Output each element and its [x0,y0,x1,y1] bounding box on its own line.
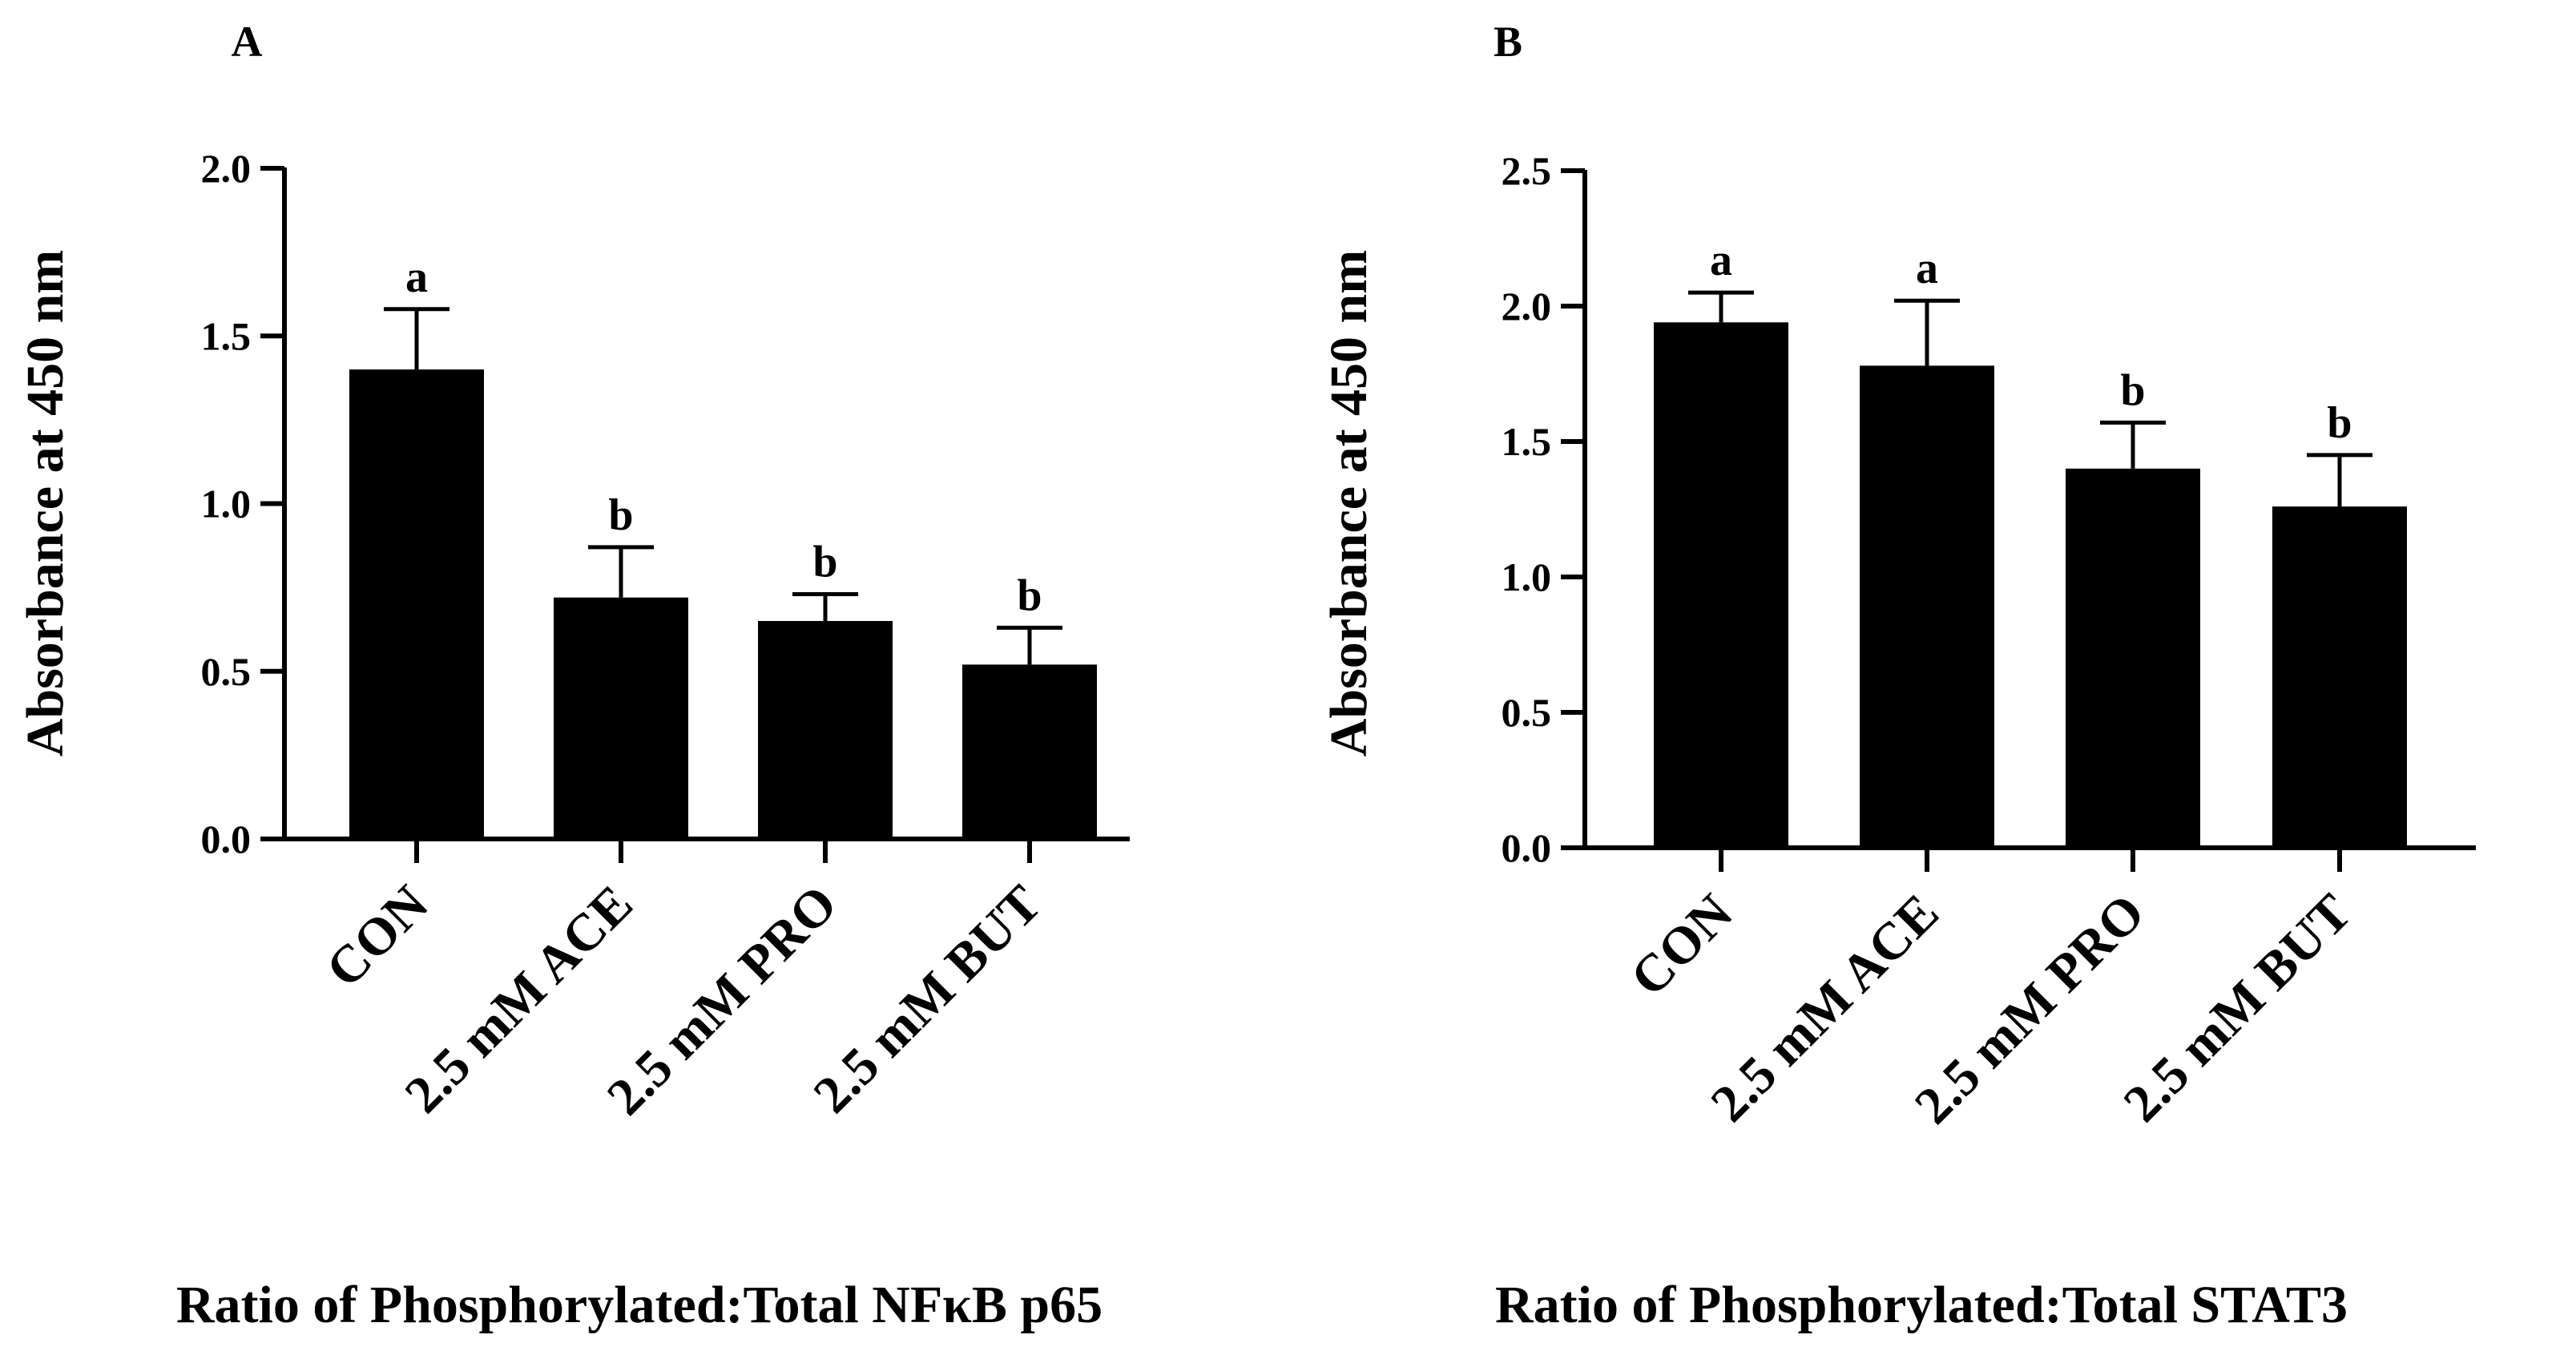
y-tick-label: 0.5 [1502,690,1552,735]
y-tick-label: 2.0 [1502,284,1552,329]
y-axis-label: Absorbance at 450 nm [16,250,75,757]
chart-title: Ratio of Phosphorylated:Total NFκB p65 [176,1276,1103,1334]
y-tick-label: 1.0 [201,482,252,526]
significance-label: b [1017,571,1042,620]
y-tick-label: 2.5 [1502,148,1552,193]
significance-label: a [1916,244,1938,293]
bar [758,620,893,839]
significance-label: a [1710,236,1732,285]
bar [962,664,1097,839]
y-tick-label: 2.0 [201,146,252,191]
y-tick-label: 0.5 [201,649,252,694]
panel-label: B [1494,18,1522,66]
y-tick-label: 0.0 [201,817,252,861]
y-axis-label: Absorbance at 450 nm [1320,250,1378,757]
bar [1860,365,1994,848]
significance-label: a [405,252,428,302]
y-tick-label: 1.5 [201,313,252,358]
bar [1654,322,1788,848]
y-tick-label: 1.0 [1502,555,1552,599]
chart-title: Ratio of Phosphorylated:Total STAT3 [1495,1276,2348,1334]
bar [2272,506,2407,848]
bar [349,369,484,840]
significance-label: b [812,537,837,587]
bar [2066,468,2200,848]
panel-label: A [232,18,263,66]
y-tick-label: 1.5 [1502,419,1552,464]
y-tick-label: 0.0 [1502,825,1552,870]
bar [554,597,688,839]
significance-label: b [2120,365,2145,415]
significance-label: b [608,490,633,540]
significance-label: b [2327,398,2352,448]
